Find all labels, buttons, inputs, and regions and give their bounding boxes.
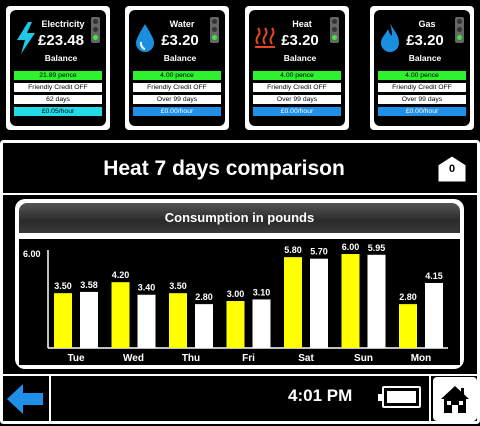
bar-mon-series-1 xyxy=(399,304,417,348)
traffic-light-icon xyxy=(330,17,339,43)
meter-credit-status: Friendly Credit OFF xyxy=(253,83,341,92)
bar-wed-series-2 xyxy=(137,294,156,348)
traffic-light-icon xyxy=(455,17,464,43)
meter-card-gas[interactable]: Gas £3.20 Balance 4.00 pence Friendly Cr… xyxy=(370,6,474,130)
back-button[interactable] xyxy=(3,379,47,419)
bar-value-label: 5.80 xyxy=(284,245,302,255)
heat-waves-icon xyxy=(255,27,275,48)
meter-balance-label: Balance xyxy=(283,53,317,63)
bar-value-label: 5.95 xyxy=(368,243,386,253)
bar-value-label: 3.40 xyxy=(138,283,156,293)
meter-name: Heat xyxy=(292,19,312,29)
meter-rate: 4.00 pence xyxy=(378,71,466,80)
bar-value-label: 3.00 xyxy=(227,289,245,299)
meter-card-water[interactable]: Water £3.20 Balance 4.00 pence Friendly … xyxy=(125,6,229,130)
meter-rate: 4.00 pence xyxy=(133,71,221,80)
back-arrow-icon xyxy=(7,384,43,414)
traffic-light-icon xyxy=(91,17,100,43)
bar-value-label: 3.50 xyxy=(54,281,72,291)
battery-icon xyxy=(378,386,421,408)
meter-days: Over 99 days xyxy=(378,95,466,104)
meter-credit-status: Friendly Credit OFF xyxy=(14,83,102,92)
meter-amount: £23.48 xyxy=(38,32,84,49)
bar-value-label: 2.80 xyxy=(399,292,417,302)
traffic-light-icon xyxy=(210,17,219,43)
meter-rate: 4.00 pence xyxy=(253,71,341,80)
messages-count: 0 xyxy=(448,163,456,175)
bar-wed-series-1 xyxy=(111,282,130,348)
messages-button[interactable]: 0 xyxy=(437,155,467,183)
bar-sun-series-2 xyxy=(367,254,386,348)
page-title: Heat 7 days comparison xyxy=(103,157,345,180)
chart-title: Consumption in pounds xyxy=(19,203,460,233)
x-tick-label: Sat xyxy=(298,353,314,364)
bar-value-label: 3.50 xyxy=(169,281,187,291)
page-header: Heat 7 days comparison xyxy=(0,147,480,191)
home-icon xyxy=(441,386,469,413)
lightning-bolt-icon xyxy=(17,22,35,54)
meter-credit-status: Friendly Credit OFF xyxy=(133,83,221,92)
meter-amount: £3.20 xyxy=(161,32,199,49)
bar-value-label: 3.58 xyxy=(80,280,98,290)
meter-days: 62 days xyxy=(14,95,102,104)
home-button[interactable] xyxy=(433,377,477,421)
meter-per-hour: £0.00/hour xyxy=(378,107,466,116)
bar-fri-series-1 xyxy=(226,301,245,348)
gas-flame-icon xyxy=(381,23,399,52)
meter-card-electricity[interactable]: Electricity £23.48 Balance 21.89 pence F… xyxy=(6,6,110,130)
x-tick-label: Tue xyxy=(67,353,84,364)
bar-value-label: 5.70 xyxy=(310,247,328,257)
meter-amount: £3.20 xyxy=(281,32,319,49)
bar-fri-series-2 xyxy=(252,299,271,348)
meter-days: Over 99 days xyxy=(253,95,341,104)
meter-per-hour: £0.00/hour xyxy=(253,107,341,116)
envelope-icon xyxy=(437,155,467,183)
meter-credit-status: Friendly Credit OFF xyxy=(378,83,466,92)
meter-per-hour: £0.05/hour xyxy=(14,107,102,116)
bar-value-label: 4.15 xyxy=(425,271,443,281)
bar-tue-series-2 xyxy=(80,291,98,348)
meter-balance-label: Balance xyxy=(163,53,197,63)
bar-sat-series-2 xyxy=(310,258,328,348)
meter-name: Gas xyxy=(418,19,436,29)
x-tick-label: Sun xyxy=(354,353,373,364)
bar-thu-series-2 xyxy=(195,304,213,348)
meter-card-heat[interactable]: Heat £3.20 Balance 4.00 pence Friendly C… xyxy=(245,6,349,130)
meter-name: Electricity xyxy=(41,19,85,29)
bar-sat-series-1 xyxy=(284,257,302,348)
meter-rate: 21.89 pence xyxy=(14,71,102,80)
bar-mon-series-2 xyxy=(425,282,443,348)
clock: 4:01 PM xyxy=(288,386,353,405)
bar-value-label: 4.20 xyxy=(112,270,130,280)
bar-thu-series-1 xyxy=(169,293,187,348)
bar-value-label: 2.80 xyxy=(195,292,213,302)
meter-amount: £3.20 xyxy=(406,32,444,49)
bar-sun-series-1 xyxy=(341,254,360,348)
x-tick-label: Wed xyxy=(123,353,144,364)
x-tick-label: Fri xyxy=(242,353,255,364)
bar-tue-series-1 xyxy=(54,293,72,348)
footer-divider xyxy=(0,374,480,376)
meter-per-hour: £0.00/hour xyxy=(133,107,221,116)
water-drop-icon xyxy=(136,24,154,52)
y-axis-max-label: 6.00 xyxy=(23,249,41,259)
meter-name: Water xyxy=(169,19,195,29)
bar-value-label: 3.10 xyxy=(253,287,271,297)
meter-balance-label: Balance xyxy=(44,53,78,63)
x-tick-label: Mon xyxy=(411,353,432,364)
bar-value-label: 6.00 xyxy=(342,242,360,252)
x-tick-label: Thu xyxy=(182,353,200,364)
meter-days: Over 99 days xyxy=(133,95,221,104)
meter-balance-label: Balance xyxy=(408,53,442,63)
